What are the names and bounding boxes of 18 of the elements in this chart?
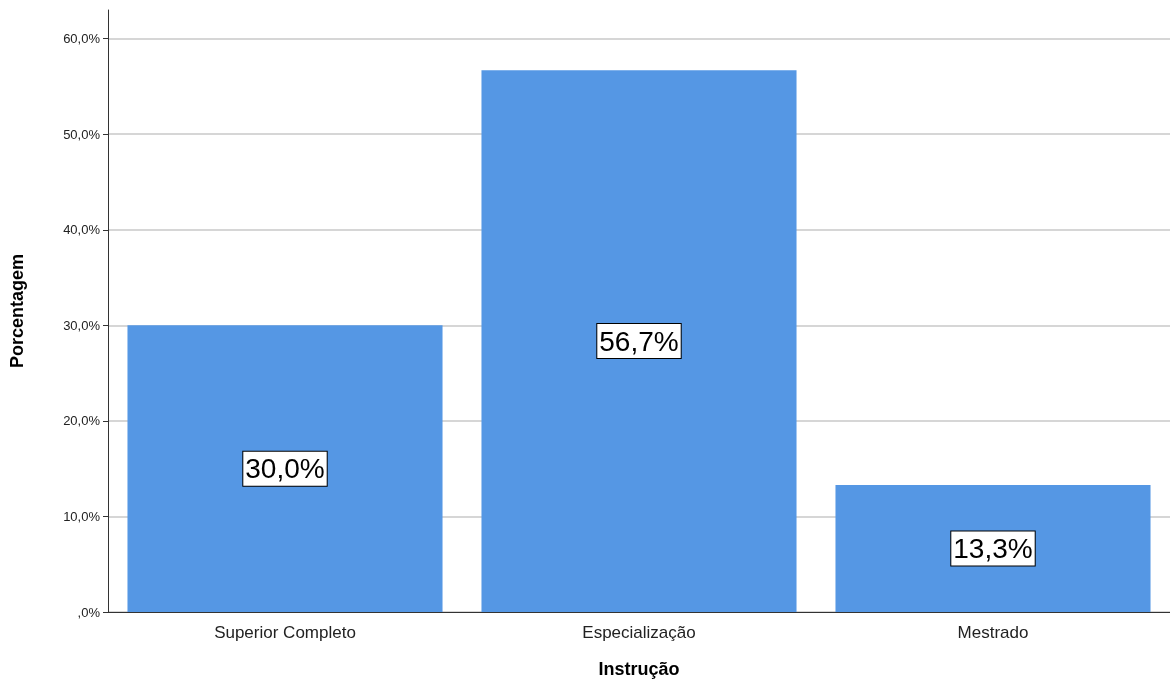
y-tick-label: 20,0% — [63, 413, 101, 429]
y-tick-label: ,0% — [77, 604, 101, 620]
y-tick-label: 30,0% — [63, 317, 101, 333]
x-tick-label: Superior Completo — [214, 623, 356, 642]
bar — [835, 484, 1151, 612]
x-axis-title: Instrução — [598, 659, 680, 679]
data-label: 56,7% — [599, 325, 679, 357]
bar — [481, 70, 797, 612]
y-tick-label: 50,0% — [63, 126, 101, 142]
y-axis-title: Porcentagem — [7, 253, 27, 369]
bar — [127, 325, 443, 612]
x-tick-label: Mestrado — [957, 623, 1029, 642]
data-label: 30,0% — [245, 453, 325, 485]
x-tick-label: Especialização — [582, 623, 696, 642]
data-label: 13,3% — [953, 532, 1033, 564]
y-tick-label: 40,0% — [63, 222, 101, 238]
y-tick-label: 10,0% — [63, 508, 101, 524]
y-tick-label: 60,0% — [63, 31, 101, 47]
